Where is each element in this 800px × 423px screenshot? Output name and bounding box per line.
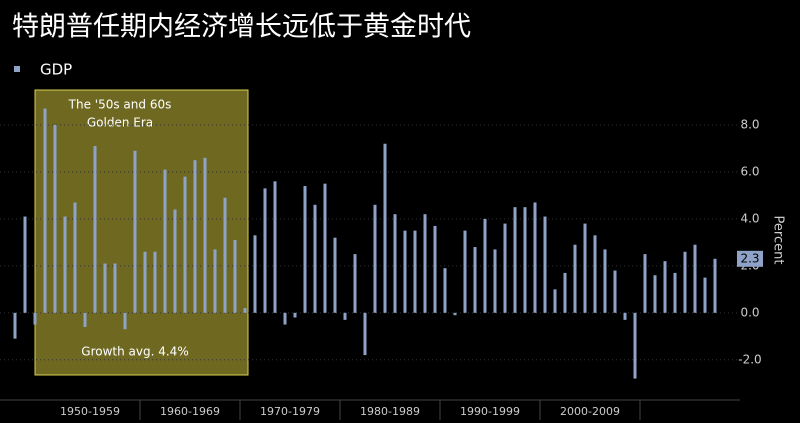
bar	[403, 230, 407, 313]
bar	[703, 277, 707, 313]
bar	[363, 312, 367, 356]
bar	[563, 272, 567, 313]
box-title: The '50s and 60s	[68, 98, 172, 112]
bar	[633, 312, 637, 379]
bar	[313, 204, 317, 313]
bar	[583, 223, 587, 313]
bar	[483, 218, 487, 313]
bar	[253, 235, 257, 313]
bar	[503, 223, 507, 313]
bar	[103, 263, 107, 313]
x-tick-label: 1950-1959	[60, 405, 120, 418]
bar	[533, 202, 537, 313]
bar	[303, 186, 307, 313]
y-tick-label: 4.0	[740, 211, 759, 225]
x-tick-label: 2000-2009	[560, 405, 620, 418]
bar	[63, 216, 67, 313]
bar	[93, 146, 97, 313]
bar	[353, 254, 357, 313]
bar	[223, 197, 227, 313]
last-value-label: 2.3	[740, 251, 759, 265]
bar	[33, 312, 37, 325]
bar	[603, 249, 607, 313]
bar	[373, 204, 377, 313]
y-tick-label: -2.0	[738, 352, 761, 366]
bar	[663, 261, 667, 313]
bar	[73, 202, 77, 313]
x-tick-label: 1960-1969	[160, 405, 220, 418]
y-tick-label: 8.0	[740, 117, 759, 131]
bar	[383, 143, 387, 313]
bar	[273, 181, 277, 313]
bar	[143, 251, 147, 313]
x-tick-label: 1980-1989	[360, 405, 420, 418]
bar	[413, 230, 417, 313]
bar	[283, 312, 287, 325]
bar	[713, 258, 717, 313]
bar	[513, 207, 517, 313]
y-axis-label: Percent	[771, 216, 786, 265]
bar	[573, 244, 577, 313]
bar	[113, 263, 117, 313]
bar	[53, 124, 57, 313]
y-tick-label: 0.0	[740, 305, 759, 319]
bar	[443, 268, 447, 313]
bar	[453, 312, 457, 316]
bar	[623, 312, 627, 320]
bar	[423, 214, 427, 313]
bar	[393, 214, 397, 313]
bar	[13, 312, 17, 339]
bar	[83, 312, 87, 327]
last-value-box	[737, 250, 763, 267]
bar	[243, 308, 247, 313]
legend-swatch	[14, 66, 20, 72]
bar	[543, 216, 547, 313]
bar	[493, 249, 497, 313]
legend-label: GDP	[40, 61, 72, 79]
bar	[673, 272, 677, 313]
bar	[193, 160, 197, 313]
box-title: Golden Era	[87, 116, 153, 130]
bar	[263, 188, 267, 313]
bar	[643, 254, 647, 313]
bar	[553, 289, 557, 313]
y-tick-label: 6.0	[740, 164, 759, 178]
bar	[153, 251, 157, 313]
bar	[463, 230, 467, 313]
bar	[293, 312, 297, 318]
x-tick-label: 1970-1979	[260, 405, 320, 418]
bar	[343, 312, 347, 320]
chart-title: 特朗普任期内经济增长远低于黄金时代	[12, 12, 471, 43]
bar	[233, 240, 237, 313]
bar	[133, 150, 137, 313]
bar	[323, 183, 327, 313]
bar	[433, 225, 437, 313]
bar	[173, 209, 177, 313]
x-tick-label: 1990-1999	[460, 405, 520, 418]
bar	[683, 251, 687, 313]
bar	[693, 244, 697, 313]
bar	[163, 169, 167, 313]
bar	[43, 108, 47, 313]
golden-era-box	[34, 89, 249, 376]
bar	[333, 237, 337, 313]
box-note: Growth avg. 4.4%	[81, 345, 188, 359]
bar	[473, 247, 477, 313]
bar	[653, 275, 657, 313]
bar	[213, 249, 217, 313]
bar	[23, 216, 27, 313]
bar	[593, 235, 597, 313]
bar	[203, 157, 207, 313]
bar	[123, 312, 127, 330]
bar	[183, 176, 187, 313]
bar	[523, 207, 527, 313]
bar	[613, 270, 617, 313]
